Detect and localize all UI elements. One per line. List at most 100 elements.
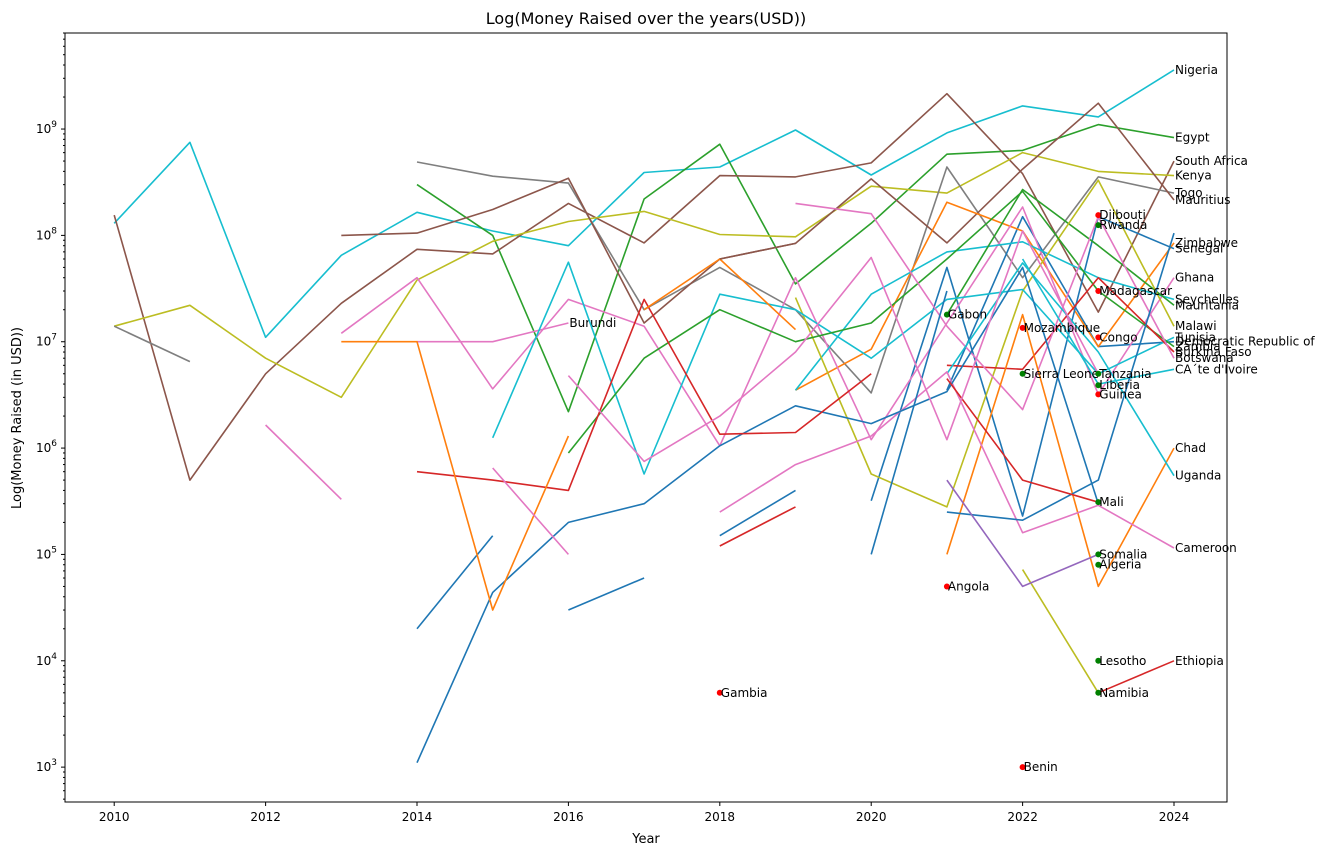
annotation-label: Somalia [1099,547,1147,561]
series-line [1021,569,1099,694]
annotation-label: Algeria [1099,558,1141,572]
series-line [568,577,645,611]
x-tick-label: 2016 [553,810,584,824]
y-tick-label: 103 [36,758,57,774]
y-tick-exponent: 6 [51,439,57,449]
series-line [567,190,1175,454]
x-tick-label: 2012 [250,810,281,824]
series-end-label: Democratic Republic of [1175,335,1315,349]
annotation-marker [1019,370,1026,377]
annotation-label: Djibouti [1099,208,1146,222]
series-line [113,325,191,363]
annotation-marker [1095,551,1102,558]
x-axis: 2010 2012 2014 2016 2018 2020 2022 2024 [99,802,1189,824]
series-line [340,206,1175,447]
series-end-label: CA´te d'Ivoire [1175,362,1258,376]
series-line [341,340,570,611]
y-tick-base: 10 [36,441,51,455]
series-line [870,290,948,555]
y-tick-exponent: 8 [51,226,57,236]
annotation-marker [943,311,950,318]
series-line [113,69,1175,339]
y-axis-title: Log(Money Raised (in USD)) [10,327,25,509]
annotation-marker [1095,391,1102,398]
series-end-label: Tunisia [1174,330,1216,344]
annotation-label: Gambia [721,686,768,700]
annotation-marker [1095,212,1102,219]
series-end-label: Zimbabwe [1175,236,1238,250]
series-line [1097,660,1175,694]
series-line [794,179,1175,508]
x-tick-label: 2020 [856,810,887,824]
y-tick-exponent: 9 [51,120,57,130]
x-tick-label: 2014 [402,810,433,824]
series-end-label: Zambia [1175,340,1221,354]
series-line [719,242,796,260]
series-line [492,467,570,555]
series-line [416,298,872,492]
series-end-label: Burundi [569,316,616,330]
y-tick-base: 10 [36,760,51,774]
series-line [946,313,1175,588]
annotation-label: Benin [1024,760,1058,774]
series-line [416,535,494,630]
annotation-label: Gabon [948,308,987,322]
series-line [795,202,1175,411]
series-line [946,262,1175,477]
x-tick-label: 2022 [1007,810,1038,824]
annotation-label: Tanzania [1098,367,1151,381]
series-end-label: Mauritius [1175,193,1230,207]
annotation-marker [1095,689,1102,696]
y-tick-label: 106 [36,439,57,455]
y-tick-base: 10 [36,228,51,242]
y-tick-label: 107 [36,333,57,349]
series-end-label: Ghana [1175,271,1214,285]
x-tick-label: 2010 [99,810,130,824]
y-tick-label: 109 [36,120,57,136]
y-tick-label: 104 [36,652,57,668]
annotation-label: Madagascar [1099,284,1172,298]
y-tick-exponent: 4 [51,652,57,662]
series-end-label: Seychelles [1175,292,1239,306]
y-tick-base: 10 [36,654,51,668]
series-line [416,123,1175,413]
series-end-label: Cameroon [1175,541,1237,555]
series-end-label: Ethiopia [1175,654,1224,668]
annotation-label: Rwanda [1099,218,1147,232]
series-line [491,261,1175,475]
series-line [946,232,1175,522]
annotation-label: Namibia [1099,686,1149,700]
annotation-label: Sierra Leone [1024,367,1099,381]
annotation-marker [1095,561,1102,568]
annotation-marker [943,583,950,590]
annotation-label: Guinea [1099,387,1142,401]
annotation-marker [1095,222,1102,229]
annotation-label: Mali [1099,495,1123,509]
x-tick-label: 2018 [705,810,736,824]
y-tick-base: 10 [36,335,51,349]
series-end-label: Botswana [1175,351,1234,365]
x-axis-title: Year [631,832,660,847]
series-end-label: South Africa [1175,154,1248,168]
annotation-label: Liberia [1099,378,1140,392]
annotation-marker [1095,287,1102,294]
annotation-marker [1019,324,1026,331]
x-tick-label: 2024 [1159,810,1190,824]
series-line [946,378,1099,503]
series-line [795,201,1175,391]
series-line [265,424,342,500]
series-line [719,506,796,547]
series-line [113,92,1175,481]
annotation-label: Lesotho [1099,654,1146,668]
annotation-marker [1095,499,1102,506]
annotation-marker [1019,764,1026,771]
series-line [567,230,1100,463]
series-line [946,215,1175,391]
y-tick-exponent: 3 [51,758,57,768]
y-tick-label: 108 [36,226,57,242]
y-tick-base: 10 [36,547,51,561]
series-end-label: Uganda [1175,469,1221,483]
